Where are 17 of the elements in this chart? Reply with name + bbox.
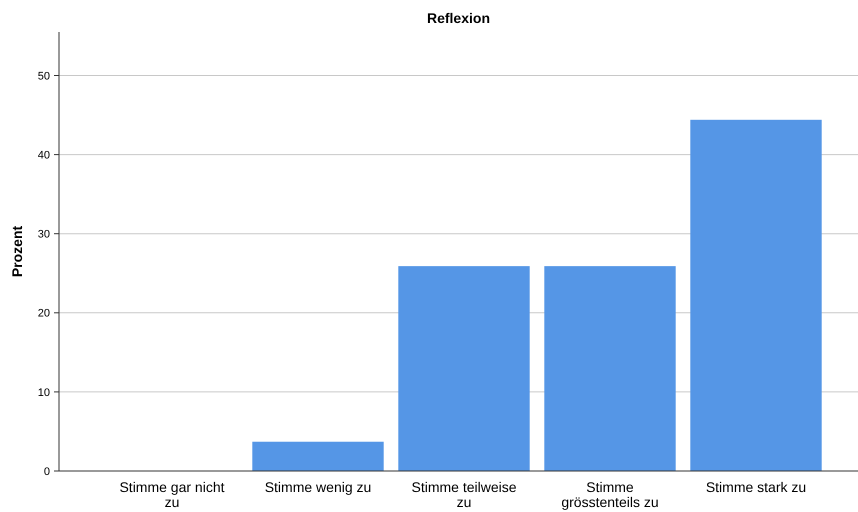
x-tick-label: Stimme wenig zu xyxy=(264,479,372,495)
bar xyxy=(252,442,384,471)
bar xyxy=(544,266,676,471)
y-tick-label: 40 xyxy=(38,149,50,162)
y-tick-label: 30 xyxy=(38,228,50,241)
y-axis-title: Prozent xyxy=(9,225,25,278)
x-tick-label: Stimme stark zu xyxy=(706,479,806,495)
x-tick-label: Stimme grösstenteils zu xyxy=(561,479,659,510)
x-tick-label: Stimme teilweise zu xyxy=(411,479,517,510)
chart-title: Reflexion xyxy=(426,10,490,26)
bar xyxy=(398,266,530,471)
bar xyxy=(690,120,822,471)
y-tick-label: 0 xyxy=(44,466,50,478)
y-tick-label: 50 xyxy=(38,70,50,82)
y-tick-label: 20 xyxy=(38,308,50,320)
y-tick-label: 10 xyxy=(38,386,50,399)
x-tick-label: Stimme gar nicht zu xyxy=(119,479,225,510)
